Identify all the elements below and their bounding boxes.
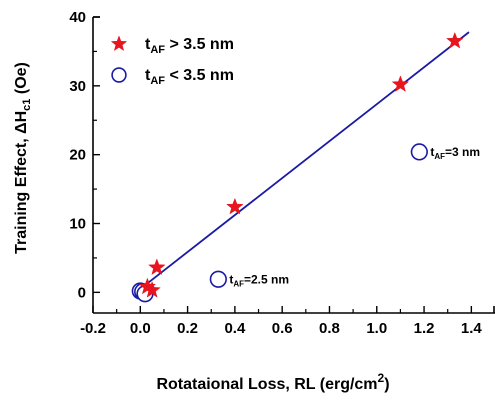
x-tick-label: 0.0 bbox=[130, 320, 151, 337]
point-annotation: tAF=3 nm bbox=[430, 145, 480, 161]
point-annotation: tAF=2.5 nm bbox=[229, 272, 289, 288]
x-tick-label: -0.2 bbox=[80, 320, 106, 337]
y-tick-label: 30 bbox=[69, 78, 86, 95]
x-tick-label: 0.6 bbox=[272, 320, 293, 337]
star-point bbox=[143, 281, 161, 298]
annotations: tAF=2.5 nm tAF=3 nm bbox=[229, 145, 480, 288]
legend-entry: tAF > 3.5 nm bbox=[145, 36, 234, 56]
x-tick-label: 1.0 bbox=[366, 320, 387, 337]
y-tick-label: 0 bbox=[78, 284, 86, 301]
star-point bbox=[226, 197, 244, 215]
x-axis: -0.2 0.0 0.2 0.4 0.6 0.8 1.0 1.2 1.4 bbox=[80, 306, 482, 337]
circle-point bbox=[209, 270, 227, 288]
legend-circle-icon bbox=[111, 67, 127, 83]
y-tick-label: 10 bbox=[69, 216, 86, 233]
legend-star-icon bbox=[110, 35, 128, 52]
x-axis-label: Rotataional Loss, RL (erg/cm2) bbox=[156, 371, 389, 393]
x-tick-label: 0.2 bbox=[177, 320, 198, 337]
y-tick-label: 20 bbox=[69, 147, 86, 164]
data-points bbox=[131, 31, 464, 303]
x-tick-label: 0.4 bbox=[224, 320, 246, 337]
legend-entry: tAF < 3.5 nm bbox=[145, 67, 234, 87]
fit-line bbox=[139, 31, 470, 290]
x-tick-label: 0.8 bbox=[319, 320, 340, 337]
star-point bbox=[446, 31, 464, 49]
fit-line-group bbox=[139, 31, 470, 290]
x-tick-label: 1.4 bbox=[461, 320, 483, 337]
legend: tAF > 3.5 nm tAF < 3.5 nm bbox=[110, 35, 234, 87]
y-tick-label: 40 bbox=[69, 9, 86, 26]
circle-point bbox=[410, 143, 428, 161]
star-point bbox=[391, 75, 410, 92]
y-axis: 0 10 20 30 40 bbox=[69, 9, 100, 301]
star-point bbox=[148, 258, 166, 276]
y-axis-label: Training Effect, ΔHc1 (Oe) bbox=[13, 62, 33, 254]
x-tick-label: 1.2 bbox=[414, 320, 435, 337]
